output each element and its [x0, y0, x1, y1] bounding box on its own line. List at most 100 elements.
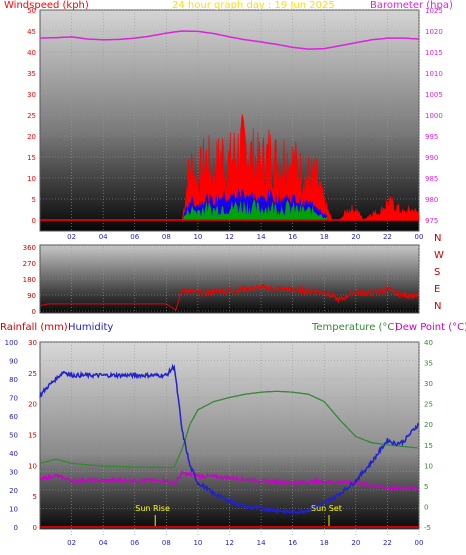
direction-y-tick-label: 180 [23, 276, 36, 284]
direction-y-tick-label: 90 [27, 292, 36, 300]
compass-label: E [434, 284, 440, 295]
wind-x-tick-label: 02 [67, 233, 76, 241]
temperature-line [39, 390, 418, 469]
wind-x-tick-label: 12 [225, 233, 234, 241]
direction-y-tick-label: 360 [23, 244, 36, 252]
rainfall-tick-label: 5 [33, 493, 37, 501]
temperature-tick-label: 0 [424, 503, 428, 511]
temp-grid [40, 341, 420, 535]
temp-x-tick-label: 22 [383, 539, 392, 547]
rainfall-tick-label: 20 [28, 401, 37, 409]
rainfall-tick-label: 30 [28, 339, 37, 347]
compass-label: N [434, 233, 441, 244]
temp-x-tick-label: 06 [130, 539, 139, 547]
temperature-axis-label: Temperature (°C) [311, 322, 398, 333]
wind-y-tick-label: 30 [27, 91, 36, 99]
temp-x-tick-label: 00 [415, 539, 424, 547]
wind-x-tick-label: 16 [288, 233, 297, 241]
rainfall-tick-label: 25 [28, 370, 37, 378]
humidity-outer-tick-label: 50 [9, 432, 18, 440]
temperature-tick-label: 20 [424, 421, 433, 429]
temperature-tick-label: 30 [424, 380, 433, 388]
humidity-outer-tick-label: 10 [9, 506, 18, 514]
compass-label: N [434, 301, 441, 312]
direction-grid [40, 246, 420, 312]
humidity-outer-tick-label: 20 [9, 487, 18, 495]
direction-y-tick-label: 270 [23, 260, 36, 268]
barometer-y-tick-label: 1000 [425, 112, 443, 120]
temp-x-tick-label: 04 [99, 539, 108, 547]
temperature-tick-label: 5 [424, 483, 428, 491]
sunset-label: Sun Set [311, 504, 342, 513]
wind-y-tick-label: 10 [27, 175, 36, 183]
rainfall-axis-label: Rainfall (mm) [0, 322, 68, 333]
wind-barometer-panel: 0510152025303540455097598098599099510001… [4, 0, 453, 241]
barometer-y-tick-label: 1015 [425, 49, 443, 57]
dewpoint-axis-label: Dew Point (°C) [395, 322, 466, 333]
humidity-outer-tick-label: 40 [9, 450, 18, 458]
windspeed-axis-label: Windspeed (kph) [4, 0, 89, 11]
temp-x-tick-label: 20 [351, 539, 360, 547]
temp-x-tick-label: 10 [193, 539, 202, 547]
wind-x-tick-label: 18 [320, 233, 329, 241]
barometer-y-tick-label: 975 [425, 217, 438, 225]
wind-x-tick-label: 00 [415, 233, 424, 241]
temperature-tick-label: 10 [424, 462, 433, 470]
chart-title: 24 hour graph day : 19 Jun 2025 [172, 0, 335, 11]
wind-tick-labels: 0510152025303540455097598098599099510001… [27, 7, 443, 241]
humidity-outer-tick-label: 0 [14, 524, 18, 532]
temperature-humidity-panel: 0102030405060708090100051015202530-50510… [0, 322, 466, 547]
barometer-y-tick-label: 1010 [425, 70, 443, 78]
barometer-y-tick-label: 985 [425, 175, 438, 183]
humidity-outer-tick-label: 30 [9, 469, 18, 477]
barometer-axis-label: Barometer (hpa) [370, 0, 453, 11]
temperature-tick-label: 25 [424, 401, 433, 409]
wind-x-tick-label: 20 [351, 233, 360, 241]
temp-series-marks [39, 363, 419, 528]
wind-y-tick-label: 50 [27, 7, 36, 15]
temp-x-tick-label: 14 [257, 539, 266, 547]
wind-x-tick-label: 22 [383, 233, 392, 241]
wind-y-tick-label: 0 [32, 217, 36, 225]
wind-y-tick-label: 20 [27, 133, 36, 141]
barometer-y-tick-label: 1005 [425, 91, 443, 99]
sunrise-label: Sun Rise [135, 504, 170, 513]
humidity-outer-tick-label: 70 [9, 395, 18, 403]
temp-x-tick-label: 16 [288, 539, 297, 547]
humidity-outer-tick-label: 90 [9, 358, 18, 366]
rainfall-tick-label: 0 [33, 524, 37, 532]
barometer-y-tick-label: 990 [425, 154, 438, 162]
humidity-outer-tick-label: 60 [9, 413, 18, 421]
wind-lull-area [182, 199, 328, 220]
humidity-outer-tick-label: 80 [9, 376, 18, 384]
wind-x-tick-label: 08 [162, 233, 171, 241]
barometer-y-tick-label: 1025 [425, 7, 443, 15]
barometer-line [39, 30, 420, 50]
wind-y-tick-label: 15 [27, 154, 36, 162]
wind-series-marks [39, 30, 420, 221]
temp-x-tick-label: 08 [162, 539, 171, 547]
temperature-tick-label: -5 [424, 524, 431, 532]
temperature-tick-label: 35 [424, 360, 433, 368]
wind-x-tick-label: 06 [130, 233, 139, 241]
wind-y-tick-label: 40 [27, 49, 36, 57]
temperature-tick-label: 40 [424, 339, 433, 347]
wind-y-tick-label: 45 [27, 28, 36, 36]
compass-label: S [434, 267, 440, 278]
wind-y-tick-label: 5 [32, 196, 36, 204]
wind-y-tick-label: 35 [27, 70, 36, 78]
humidity-outer-tick-label: 100 [5, 339, 18, 347]
temp-tick-labels: 0102030405060708090100051015202530-50510… [5, 339, 433, 547]
wind-y-tick-label: 25 [27, 112, 36, 120]
barometer-y-tick-label: 995 [425, 133, 438, 141]
wind-x-tick-label: 04 [99, 233, 108, 241]
wind-x-tick-label: 14 [257, 233, 266, 241]
wind-direction-line [39, 283, 419, 311]
direction-y-tick-label: 0 [32, 308, 36, 316]
rainfall-tick-label: 10 [28, 462, 37, 470]
compass-label: W [434, 250, 444, 261]
